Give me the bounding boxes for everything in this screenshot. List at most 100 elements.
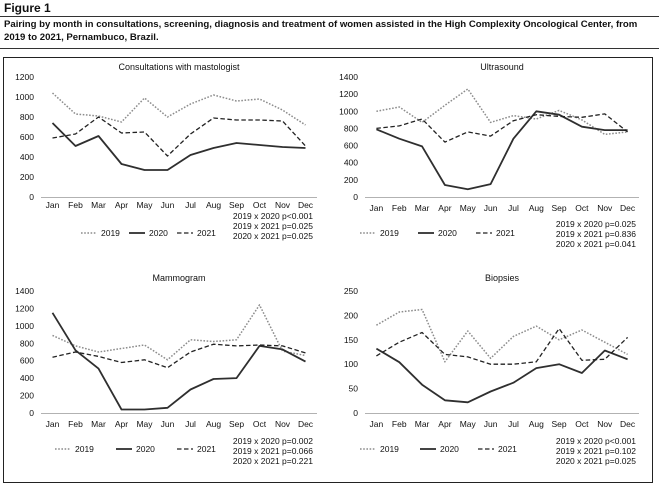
x-tick-label: Jan xyxy=(370,203,384,213)
p-value-note: 2020 x 2021 p=0.025 xyxy=(233,231,313,241)
y-tick-label: 250 xyxy=(344,286,358,296)
legend-label-2021: 2021 xyxy=(197,444,216,454)
legend-label-2019: 2019 xyxy=(380,228,399,238)
chart-title: Mammogram xyxy=(152,273,205,283)
legend-label-2019: 2019 xyxy=(101,228,120,238)
x-tick-label: Oct xyxy=(253,419,267,429)
y-tick-label: 200 xyxy=(344,175,358,185)
p-value-note: 2019 x 2020 p=0.002 xyxy=(233,436,313,446)
caption-rule xyxy=(0,48,659,49)
x-tick-label: Feb xyxy=(68,200,83,210)
y-tick-label: 0 xyxy=(29,192,34,202)
y-tick-label: 200 xyxy=(344,310,358,320)
figure-label: Figure 1 xyxy=(4,1,51,15)
legend-label-2021: 2021 xyxy=(197,228,216,238)
x-tick-label: Jan xyxy=(46,419,60,429)
x-tick-label: Jan xyxy=(46,200,60,210)
series-line-2019 xyxy=(51,92,306,126)
y-tick-label: 1000 xyxy=(15,92,34,102)
series-line-2020 xyxy=(51,312,306,411)
y-tick-label: 0 xyxy=(353,192,358,202)
legend-label-2021: 2021 xyxy=(496,228,515,238)
series-line-2020 xyxy=(375,347,628,404)
chart-title: Biopsies xyxy=(485,273,520,283)
x-tick-label: Jun xyxy=(161,419,175,429)
x-tick-label: Nov xyxy=(597,203,613,213)
series-line-2019 xyxy=(52,304,306,361)
x-tick-label: Oct xyxy=(253,200,267,210)
p-value-note: 2019 x 2021 p=0.102 xyxy=(556,446,636,456)
series-line-2020 xyxy=(376,110,628,191)
x-tick-label: Jul xyxy=(185,419,196,429)
y-tick-label: 1200 xyxy=(15,303,34,313)
p-value-note: 2019 x 2020 p=0.025 xyxy=(556,219,636,229)
legend-label-2020: 2020 xyxy=(438,228,457,238)
x-tick-label: Sep xyxy=(229,200,244,210)
p-value-note: 2019 x 2021 p=0.066 xyxy=(233,446,313,456)
p-value-note: 2020 x 2021 p=0.041 xyxy=(556,239,636,249)
y-tick-label: 0 xyxy=(29,408,34,418)
series-line-2021 xyxy=(376,327,629,365)
x-tick-label: Apr xyxy=(115,419,128,429)
p-value-note: 2020 x 2021 p=0.025 xyxy=(556,456,636,466)
x-tick-label: Jun xyxy=(484,419,498,429)
x-tick-label: May xyxy=(136,200,153,210)
series-line-2020 xyxy=(51,122,306,171)
figure-caption: Pairing by month in consultations, scree… xyxy=(4,19,638,43)
legend-label-2021: 2021 xyxy=(498,444,517,454)
x-tick-label: Jun xyxy=(484,203,498,213)
x-tick-label: May xyxy=(460,203,477,213)
y-tick-label: 1200 xyxy=(15,72,34,82)
x-tick-label: Mar xyxy=(91,419,106,429)
top-rule xyxy=(0,16,659,17)
p-value-note: 2019 x 2020 p<0.001 xyxy=(556,436,636,446)
x-tick-label: Feb xyxy=(68,419,83,429)
y-tick-label: 1400 xyxy=(15,286,34,296)
x-tick-label: Nov xyxy=(275,419,291,429)
x-tick-label: Mar xyxy=(91,200,106,210)
x-tick-label: Apr xyxy=(438,203,451,213)
x-tick-label: Jul xyxy=(508,419,519,429)
p-value-note: 2019 x 2021 p=0.836 xyxy=(556,229,636,239)
y-tick-label: 200 xyxy=(20,172,34,182)
p-value-note: 2019 x 2021 p=0.025 xyxy=(233,221,313,231)
x-tick-label: Aug xyxy=(206,419,221,429)
y-tick-label: 800 xyxy=(20,338,34,348)
x-tick-label: Dec xyxy=(620,419,636,429)
series-line-2019 xyxy=(376,308,628,363)
legend-label-2019: 2019 xyxy=(75,444,94,454)
x-tick-label: Sep xyxy=(552,419,567,429)
chart-biopsies: Biopsies 0 50 100 150 200 250 Jan Feb Mar Apr May Ju… xyxy=(344,273,639,466)
x-tick-label: Jun xyxy=(161,200,175,210)
y-tick-label: 1400 xyxy=(339,72,358,82)
x-tick-label: Jan xyxy=(370,419,384,429)
p-value-note: 2020 x 2021 p=0.221 xyxy=(233,456,313,466)
x-tick-label: Dec xyxy=(620,203,636,213)
y-tick-label: 400 xyxy=(344,158,358,168)
x-tick-label: Dec xyxy=(298,419,314,429)
x-tick-label: Aug xyxy=(529,203,544,213)
x-tick-label: Oct xyxy=(575,203,589,213)
y-tick-label: 400 xyxy=(20,152,34,162)
y-tick-label: 1200 xyxy=(339,89,358,99)
x-tick-label: Dec xyxy=(298,200,314,210)
y-tick-label: 600 xyxy=(20,356,34,366)
x-tick-label: Jul xyxy=(508,203,519,213)
y-tick-label: 200 xyxy=(20,391,34,401)
x-tick-label: Aug xyxy=(529,419,544,429)
panels-frame xyxy=(3,57,653,483)
x-tick-label: Mar xyxy=(415,419,430,429)
legend-label-2019: 2019 xyxy=(380,444,399,454)
legend-label-2020: 2020 xyxy=(149,228,168,238)
x-tick-label: Nov xyxy=(597,419,613,429)
p-value-note: 2019 x 2020 p<0.001 xyxy=(233,211,313,221)
x-tick-label: Apr xyxy=(438,419,451,429)
x-tick-label: May xyxy=(136,419,153,429)
chart-title: Consultations with mastologist xyxy=(118,62,240,72)
y-tick-label: 600 xyxy=(20,132,34,142)
x-tick-label: Feb xyxy=(392,419,407,429)
x-tick-label: Mar xyxy=(415,203,430,213)
legend-label-2020: 2020 xyxy=(440,444,459,454)
x-tick-label: Apr xyxy=(115,200,128,210)
